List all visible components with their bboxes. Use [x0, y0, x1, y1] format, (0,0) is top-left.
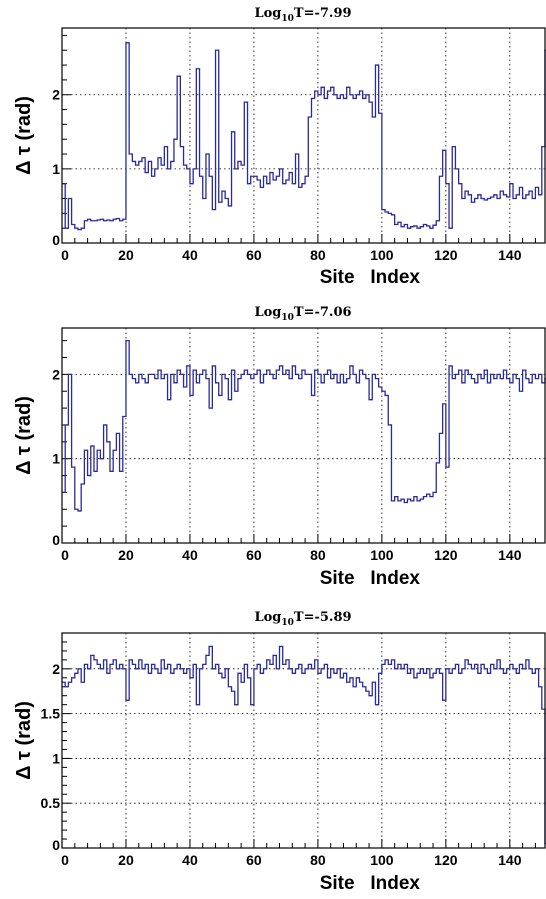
histogram-series [62, 339, 546, 512]
x-tick-label: 20 [118, 247, 134, 263]
x-tick-label: 60 [246, 247, 262, 263]
x-tick-label: 80 [310, 247, 326, 263]
chart-panel-1: 0 20 40 60 80 100 120 140 0 1 2 Site Index Δ τ (rad)… [13, 6, 546, 288]
x-tick-label: 140 [498, 852, 522, 868]
x-axis-label: Site Index [320, 568, 421, 589]
chart-title: Log10T=-7.99 [254, 6, 351, 24]
plot-frame [61, 27, 546, 244]
plot-frame [61, 632, 546, 849]
y-tick-label: 0.5 [41, 795, 61, 811]
x-tick-label: 0 [61, 852, 69, 868]
y-tick-label: 0 [52, 232, 60, 248]
y-tick-label: 0 [52, 532, 60, 548]
chart-title: Log10T=-5.89 [254, 610, 351, 628]
x-tick-label: 100 [370, 247, 394, 263]
plot-frame [61, 327, 546, 544]
x-tick-label: 140 [498, 547, 522, 563]
y-tick-label: 1.5 [41, 706, 61, 722]
x-axis-label: Site Index [320, 873, 421, 894]
y-tick-label: 1 [52, 750, 60, 766]
x-tick-label: 60 [246, 852, 262, 868]
x-tick-label: 120 [434, 247, 458, 263]
x-tick-label: 0 [61, 547, 69, 563]
x-tick-label: 40 [182, 852, 198, 868]
y-axis-label: Δ τ (rad) [13, 701, 35, 780]
x-tick-label: 100 [370, 852, 394, 868]
chart-panel-3: 0 20 40 60 80 100 120 140 0 0.5 1 1.5 2 Site Index Δ τ… [13, 610, 546, 894]
y-axis-label: Δ τ (rad) [13, 396, 35, 475]
x-tick-label: 120 [434, 547, 458, 563]
y-tick-label: 2 [52, 661, 60, 677]
y-tick-label: 1 [52, 451, 60, 467]
x-tick-label: 140 [498, 247, 522, 263]
x-tick-label: 80 [310, 547, 326, 563]
x-tick-label: 80 [310, 852, 326, 868]
y-tick-label: 1 [52, 161, 60, 177]
y-tick-label: 2 [52, 366, 60, 382]
x-tick-label: 40 [182, 547, 198, 563]
x-axis-label: Site Index [320, 267, 421, 288]
x-tick-label: 120 [434, 852, 458, 868]
x-tick-label: 100 [370, 547, 394, 563]
y-tick-label: 2 [52, 87, 60, 103]
chart-panel-2: 0 20 40 60 80 100 120 140 0 1 2 Site Index Δ τ (rad)… [13, 305, 546, 589]
chart-title: Log10T=-7.06 [254, 305, 351, 323]
x-tick-label: 60 [246, 547, 262, 563]
x-tick-label: 20 [118, 547, 134, 563]
y-axis-label: Δ τ (rad) [13, 96, 35, 175]
x-tick-label: 20 [118, 852, 134, 868]
x-tick-label: 40 [182, 247, 198, 263]
histogram-series [62, 645, 546, 845]
histogram-series [62, 42, 546, 231]
y-tick-label: 0 [52, 837, 60, 853]
x-tick-label: 0 [61, 247, 69, 263]
